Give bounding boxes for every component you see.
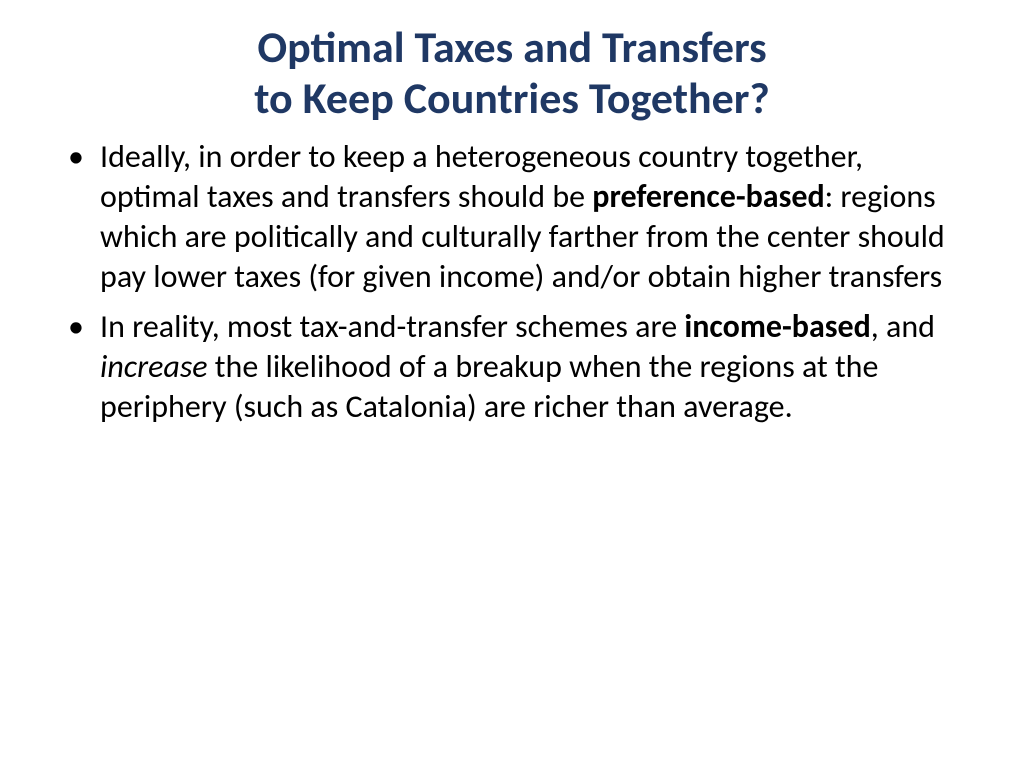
bullet-item: Ideally, in order to keep a heterogeneou… [60, 137, 964, 297]
bullet-item: In reality, most tax-and-transfer scheme… [60, 307, 964, 427]
slide-body: Ideally, in order to keep a heterogeneou… [60, 137, 964, 738]
title-line-1: Optimal Taxes and Transfers [257, 20, 766, 74]
text-run: the likelihood of a breakup when the reg… [100, 347, 878, 426]
text-run: In reality, most tax-and-transfer scheme… [100, 307, 684, 346]
text-run: income-based [684, 307, 870, 346]
text-run: , and [871, 307, 935, 346]
text-run: preference-based [592, 177, 824, 216]
slide-title: Optimal Taxes and Transfers to Keep Coun… [60, 22, 964, 123]
slide: Optimal Taxes and Transfers to Keep Coun… [0, 0, 1024, 768]
title-line-2: to Keep Countries Together? [254, 71, 770, 125]
bullet-list: Ideally, in order to keep a heterogeneou… [60, 137, 964, 427]
text-run: increase [100, 347, 208, 386]
